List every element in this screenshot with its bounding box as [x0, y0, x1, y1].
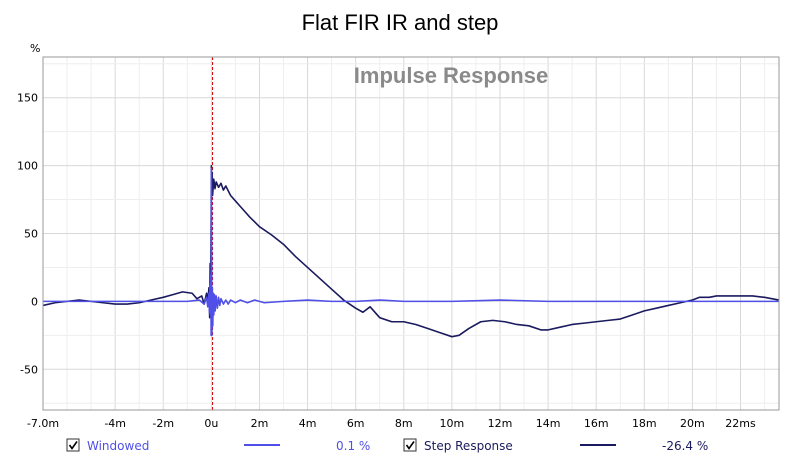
x-tick-label: 18m — [632, 417, 657, 430]
y-axis-unit-label: % — [30, 42, 40, 55]
x-tick-label: 10m — [440, 417, 465, 430]
y-tick-label: 0 — [31, 295, 38, 308]
y-tick-label: 50 — [24, 228, 38, 241]
x-tick-label: 22ms — [725, 417, 756, 430]
x-tick-label: 0u — [204, 417, 218, 430]
plot-area: Impulse Response — [42, 56, 780, 411]
series-lines — [42, 164, 780, 338]
series-line-windowed — [43, 167, 779, 337]
x-tick-label: 12m — [488, 417, 513, 430]
x-tick-labels: -7.0m -4m -2m 0u 2m 4m 6m 8m 10m 12m 14m 16m 18m 20m 2… — [27, 417, 756, 430]
step-response-checkbox[interactable] — [403, 438, 417, 452]
y-tick-label: -50 — [20, 363, 38, 376]
legend-label-step-response: Step Response — [424, 439, 513, 453]
x-tick-label: 20m — [680, 417, 705, 430]
x-tick-label: -7.0m — [27, 417, 59, 430]
chart-title: Flat FIR IR and step — [302, 10, 499, 35]
x-tick-label: 16m — [584, 417, 609, 430]
x-tick-label: 4m — [299, 417, 317, 430]
x-tick-label: -2m — [152, 417, 174, 430]
x-tick-label: 2m — [251, 417, 269, 430]
y-tick-labels: 150 100 50 0 -50 — [17, 92, 38, 377]
x-tick-label: -4m — [104, 417, 126, 430]
legend-item-step-response[interactable]: Step Response -26.4 % — [403, 438, 708, 453]
windowed-checkbox[interactable] — [66, 438, 80, 452]
legend-value-windowed: 0.1 % — [336, 439, 370, 453]
x-tick-label: 14m — [536, 417, 561, 430]
y-tick-label: 100 — [17, 160, 38, 173]
y-tick-label: 150 — [17, 92, 38, 105]
legend: Windowed 0.1 % Step Response -26.4 % — [66, 438, 708, 453]
check-icon — [405, 441, 415, 450]
plot-watermark: Impulse Response — [354, 63, 548, 88]
series-line-step-response — [42, 164, 780, 338]
check-icon — [68, 441, 78, 450]
legend-label-windowed: Windowed — [87, 439, 149, 453]
x-tick-label: 6m — [347, 417, 365, 430]
plot-frame — [42, 56, 780, 411]
x-tick-label: 8m — [395, 417, 413, 430]
legend-value-step-response: -26.4 % — [662, 439, 708, 453]
legend-item-windowed[interactable]: Windowed 0.1 % — [66, 438, 370, 453]
